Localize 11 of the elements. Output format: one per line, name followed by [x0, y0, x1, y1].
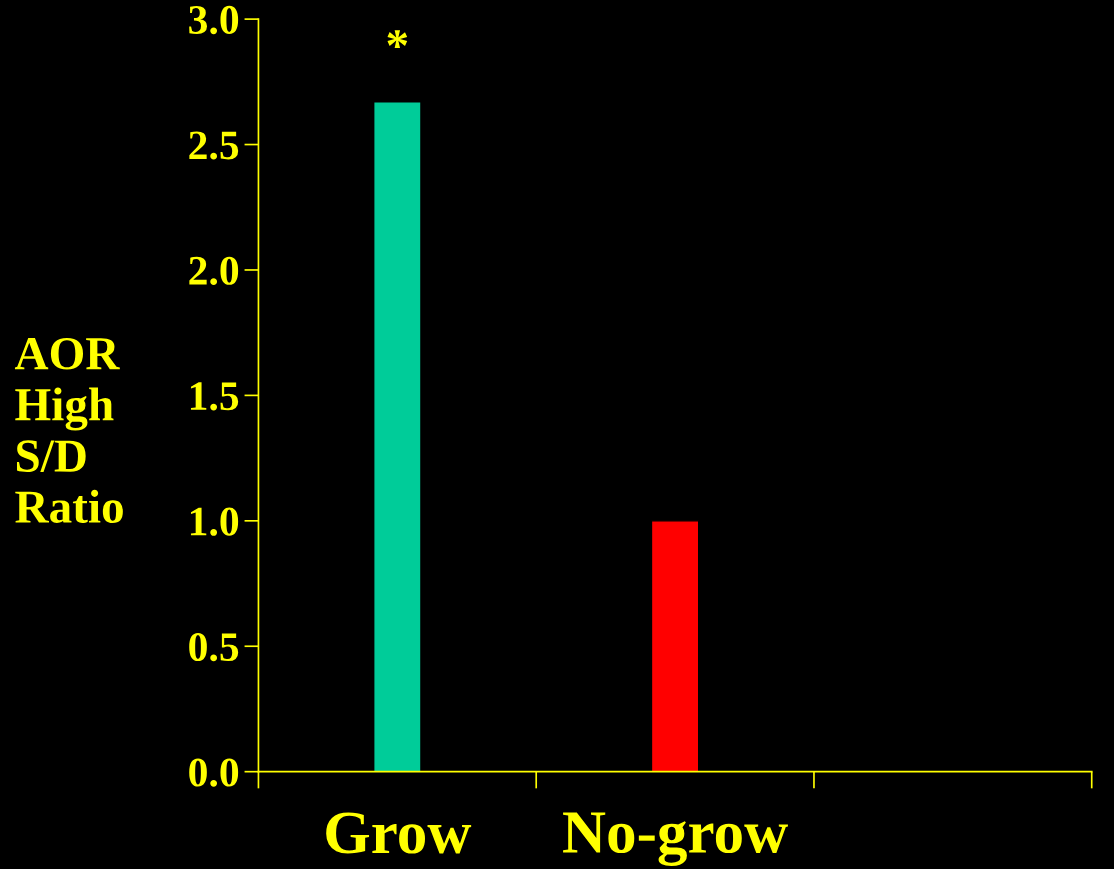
annotation: *	[387, 30, 408, 48]
x-tick-label: No-grow	[563, 812, 788, 866]
y-axis-title: AOR High S/D Ratio	[14, 337, 123, 524]
y-tick-label: 0.0	[189, 758, 239, 787]
y-tick-label: 2.5	[189, 131, 239, 160]
y-tick-label: 1.0	[190, 507, 239, 536]
y-tick-label: 2.0	[189, 256, 239, 286]
y-tick-label: 3.0	[189, 5, 239, 35]
x-tick-label: Grow	[326, 812, 472, 854]
y-tick-label: 1.5	[190, 382, 239, 411]
y-tick-label: 0.5	[189, 632, 239, 662]
